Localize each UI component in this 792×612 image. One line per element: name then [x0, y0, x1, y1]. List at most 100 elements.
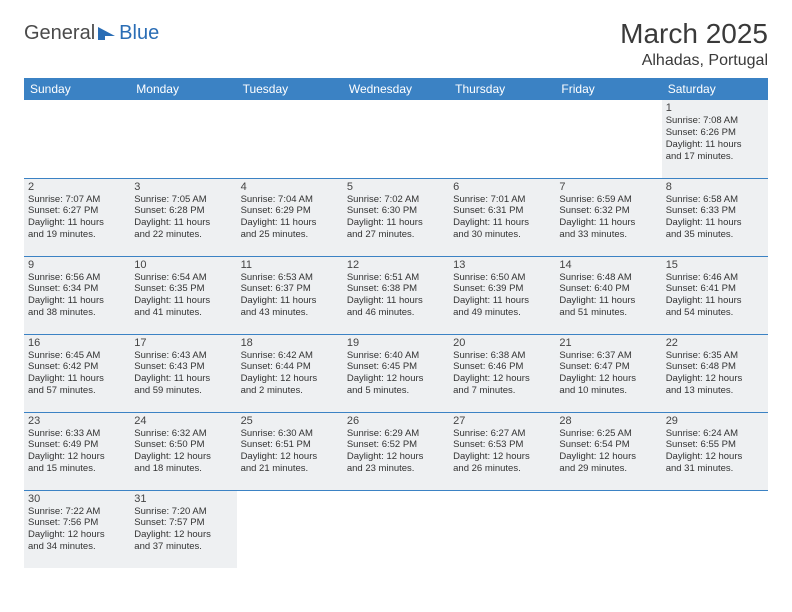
- calendar-cell: 30Sunrise: 7:22 AMSunset: 7:56 PMDayligh…: [24, 490, 130, 568]
- sun-info: Sunrise: 6:33 AMSunset: 6:49 PMDaylight:…: [28, 428, 126, 476]
- calendar-cell: 9Sunrise: 6:56 AMSunset: 6:34 PMDaylight…: [24, 256, 130, 334]
- calendar-cell: 1Sunrise: 7:08 AMSunset: 6:26 PMDaylight…: [662, 100, 768, 178]
- calendar-cell: 24Sunrise: 6:32 AMSunset: 6:50 PMDayligh…: [130, 412, 236, 490]
- calendar-cell: 28Sunrise: 6:25 AMSunset: 6:54 PMDayligh…: [555, 412, 661, 490]
- calendar-cell: 31Sunrise: 7:20 AMSunset: 7:57 PMDayligh…: [130, 490, 236, 568]
- calendar-cell: 7Sunrise: 6:59 AMSunset: 6:32 PMDaylight…: [555, 178, 661, 256]
- day-number: 1: [666, 102, 764, 114]
- sun-info: Sunrise: 7:08 AMSunset: 6:26 PMDaylight:…: [666, 115, 764, 163]
- calendar-cell: [449, 490, 555, 568]
- weekday-header: Wednesday: [343, 78, 449, 100]
- sun-info: Sunrise: 6:29 AMSunset: 6:52 PMDaylight:…: [347, 428, 445, 476]
- sun-info: Sunrise: 7:20 AMSunset: 7:57 PMDaylight:…: [134, 506, 232, 554]
- calendar-cell: 19Sunrise: 6:40 AMSunset: 6:45 PMDayligh…: [343, 334, 449, 412]
- day-number: 29: [666, 415, 764, 427]
- calendar-row: 9Sunrise: 6:56 AMSunset: 6:34 PMDaylight…: [24, 256, 768, 334]
- sun-info: Sunrise: 6:25 AMSunset: 6:54 PMDaylight:…: [559, 428, 657, 476]
- sun-info: Sunrise: 6:38 AMSunset: 6:46 PMDaylight:…: [453, 350, 551, 398]
- day-number: 21: [559, 337, 657, 349]
- day-number: 16: [28, 337, 126, 349]
- sun-info: Sunrise: 6:51 AMSunset: 6:38 PMDaylight:…: [347, 272, 445, 320]
- calendar-cell: 2Sunrise: 7:07 AMSunset: 6:27 PMDaylight…: [24, 178, 130, 256]
- calendar-table: Sunday Monday Tuesday Wednesday Thursday…: [24, 78, 768, 568]
- weekday-header: Saturday: [662, 78, 768, 100]
- calendar-cell: 29Sunrise: 6:24 AMSunset: 6:55 PMDayligh…: [662, 412, 768, 490]
- calendar-cell: 22Sunrise: 6:35 AMSunset: 6:48 PMDayligh…: [662, 334, 768, 412]
- day-number: 12: [347, 259, 445, 271]
- sun-info: Sunrise: 6:32 AMSunset: 6:50 PMDaylight:…: [134, 428, 232, 476]
- day-number: 10: [134, 259, 232, 271]
- calendar-cell: [237, 490, 343, 568]
- calendar-cell: 16Sunrise: 6:45 AMSunset: 6:42 PMDayligh…: [24, 334, 130, 412]
- day-number: 19: [347, 337, 445, 349]
- sun-info: Sunrise: 6:27 AMSunset: 6:53 PMDaylight:…: [453, 428, 551, 476]
- calendar-cell: 25Sunrise: 6:30 AMSunset: 6:51 PMDayligh…: [237, 412, 343, 490]
- sun-info: Sunrise: 6:53 AMSunset: 6:37 PMDaylight:…: [241, 272, 339, 320]
- calendar-cell: [555, 490, 661, 568]
- calendar-row: 16Sunrise: 6:45 AMSunset: 6:42 PMDayligh…: [24, 334, 768, 412]
- day-number: 17: [134, 337, 232, 349]
- sun-info: Sunrise: 7:22 AMSunset: 7:56 PMDaylight:…: [28, 506, 126, 554]
- calendar-cell: 8Sunrise: 6:58 AMSunset: 6:33 PMDaylight…: [662, 178, 768, 256]
- weekday-header: Tuesday: [237, 78, 343, 100]
- header: General Blue March 2025 Alhadas, Portuga…: [24, 18, 768, 70]
- logo-word1: General: [24, 22, 95, 45]
- sun-info: Sunrise: 7:01 AMSunset: 6:31 PMDaylight:…: [453, 194, 551, 242]
- sun-info: Sunrise: 6:24 AMSunset: 6:55 PMDaylight:…: [666, 428, 764, 476]
- weekday-header: Friday: [555, 78, 661, 100]
- sun-info: Sunrise: 7:02 AMSunset: 6:30 PMDaylight:…: [347, 194, 445, 242]
- day-number: 22: [666, 337, 764, 349]
- day-number: 24: [134, 415, 232, 427]
- day-number: 13: [453, 259, 551, 271]
- day-number: 27: [453, 415, 551, 427]
- day-number: 31: [134, 493, 232, 505]
- day-number: 23: [28, 415, 126, 427]
- sun-info: Sunrise: 6:45 AMSunset: 6:42 PMDaylight:…: [28, 350, 126, 398]
- calendar-cell: 23Sunrise: 6:33 AMSunset: 6:49 PMDayligh…: [24, 412, 130, 490]
- flag-icon: [97, 25, 119, 43]
- weekday-header-row: Sunday Monday Tuesday Wednesday Thursday…: [24, 78, 768, 100]
- sun-info: Sunrise: 6:40 AMSunset: 6:45 PMDaylight:…: [347, 350, 445, 398]
- calendar-cell: 11Sunrise: 6:53 AMSunset: 6:37 PMDayligh…: [237, 256, 343, 334]
- day-number: 3: [134, 181, 232, 193]
- sun-info: Sunrise: 6:54 AMSunset: 6:35 PMDaylight:…: [134, 272, 232, 320]
- day-number: 11: [241, 259, 339, 271]
- calendar-cell: [130, 100, 236, 178]
- day-number: 25: [241, 415, 339, 427]
- day-number: 28: [559, 415, 657, 427]
- calendar-cell: 26Sunrise: 6:29 AMSunset: 6:52 PMDayligh…: [343, 412, 449, 490]
- sun-info: Sunrise: 6:58 AMSunset: 6:33 PMDaylight:…: [666, 194, 764, 242]
- calendar-cell: [449, 100, 555, 178]
- calendar-cell: 6Sunrise: 7:01 AMSunset: 6:31 PMDaylight…: [449, 178, 555, 256]
- month-title: March 2025: [620, 18, 768, 50]
- calendar-cell: 14Sunrise: 6:48 AMSunset: 6:40 PMDayligh…: [555, 256, 661, 334]
- calendar-cell: 18Sunrise: 6:42 AMSunset: 6:44 PMDayligh…: [237, 334, 343, 412]
- day-number: 26: [347, 415, 445, 427]
- calendar-row: 1Sunrise: 7:08 AMSunset: 6:26 PMDaylight…: [24, 100, 768, 178]
- calendar-cell: 5Sunrise: 7:02 AMSunset: 6:30 PMDaylight…: [343, 178, 449, 256]
- sun-info: Sunrise: 6:42 AMSunset: 6:44 PMDaylight:…: [241, 350, 339, 398]
- calendar-cell: [662, 490, 768, 568]
- day-number: 7: [559, 181, 657, 193]
- calendar-cell: [555, 100, 661, 178]
- calendar-cell: [343, 490, 449, 568]
- location: Alhadas, Portugal: [620, 52, 768, 70]
- day-number: 8: [666, 181, 764, 193]
- calendar-row: 2Sunrise: 7:07 AMSunset: 6:27 PMDaylight…: [24, 178, 768, 256]
- weekday-header: Monday: [130, 78, 236, 100]
- calendar-cell: 12Sunrise: 6:51 AMSunset: 6:38 PMDayligh…: [343, 256, 449, 334]
- day-number: 30: [28, 493, 126, 505]
- logo-word2: Blue: [119, 22, 159, 45]
- sun-info: Sunrise: 6:35 AMSunset: 6:48 PMDaylight:…: [666, 350, 764, 398]
- sun-info: Sunrise: 6:37 AMSunset: 6:47 PMDaylight:…: [559, 350, 657, 398]
- day-number: 15: [666, 259, 764, 271]
- calendar-cell: [237, 100, 343, 178]
- day-number: 20: [453, 337, 551, 349]
- calendar-row: 23Sunrise: 6:33 AMSunset: 6:49 PMDayligh…: [24, 412, 768, 490]
- calendar-row: 30Sunrise: 7:22 AMSunset: 7:56 PMDayligh…: [24, 490, 768, 568]
- sun-info: Sunrise: 6:56 AMSunset: 6:34 PMDaylight:…: [28, 272, 126, 320]
- sun-info: Sunrise: 7:05 AMSunset: 6:28 PMDaylight:…: [134, 194, 232, 242]
- weekday-header: Thursday: [449, 78, 555, 100]
- day-number: 6: [453, 181, 551, 193]
- calendar-cell: 10Sunrise: 6:54 AMSunset: 6:35 PMDayligh…: [130, 256, 236, 334]
